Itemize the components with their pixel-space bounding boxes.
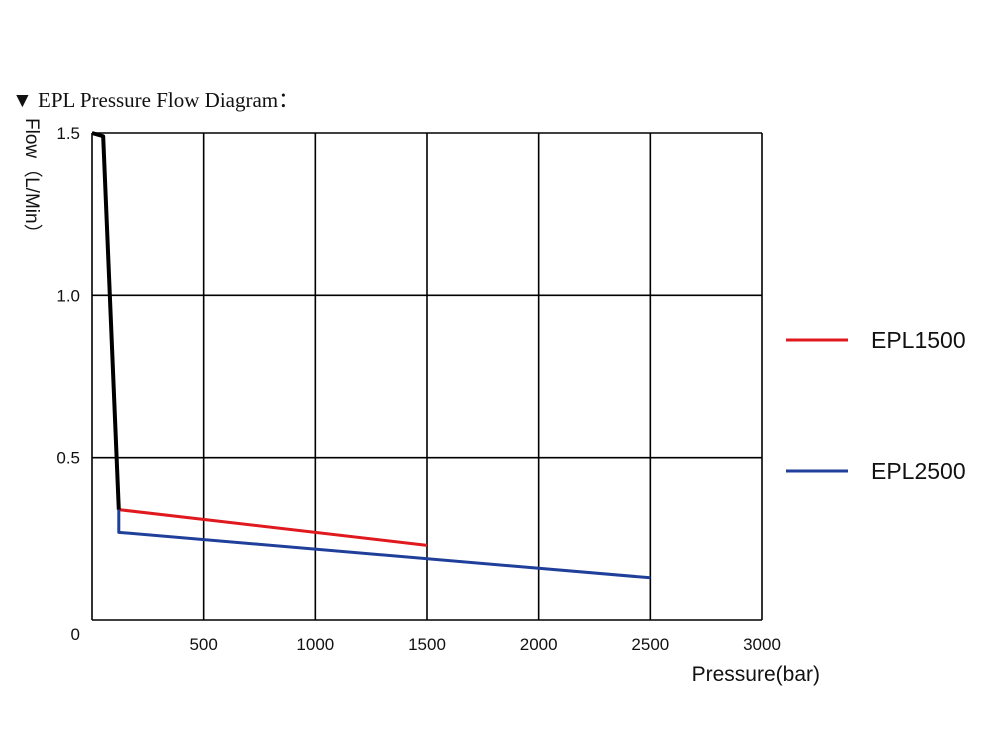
chart-title: ▼ EPL Pressure Flow Diagram： — [12, 88, 300, 112]
x-tick-label: 1000 — [296, 635, 334, 654]
y-axis-label: Flow（L/Min） — [21, 118, 42, 243]
y-tick-label: 1.5 — [56, 124, 80, 143]
y-tick-label: 1.0 — [56, 286, 80, 305]
series-line-epl1500 — [118, 508, 428, 547]
x-tick-label: 2500 — [631, 635, 669, 654]
x-tick-label: 500 — [189, 635, 217, 654]
y-tick-label: 0.5 — [56, 449, 80, 468]
series-line-epl2500 — [117, 509, 651, 580]
x-tick-label: 3000 — [743, 635, 781, 654]
x-tick-label: 1500 — [408, 635, 446, 654]
y-tick-label: 0 — [71, 625, 80, 644]
series-line-common — [91, 131, 121, 510]
x-tick-label: 2000 — [520, 635, 558, 654]
legend-label: EPL2500 — [871, 458, 966, 484]
x-axis-label: Pressure(bar) — [692, 663, 820, 686]
legend-label: EPL1500 — [871, 327, 966, 353]
